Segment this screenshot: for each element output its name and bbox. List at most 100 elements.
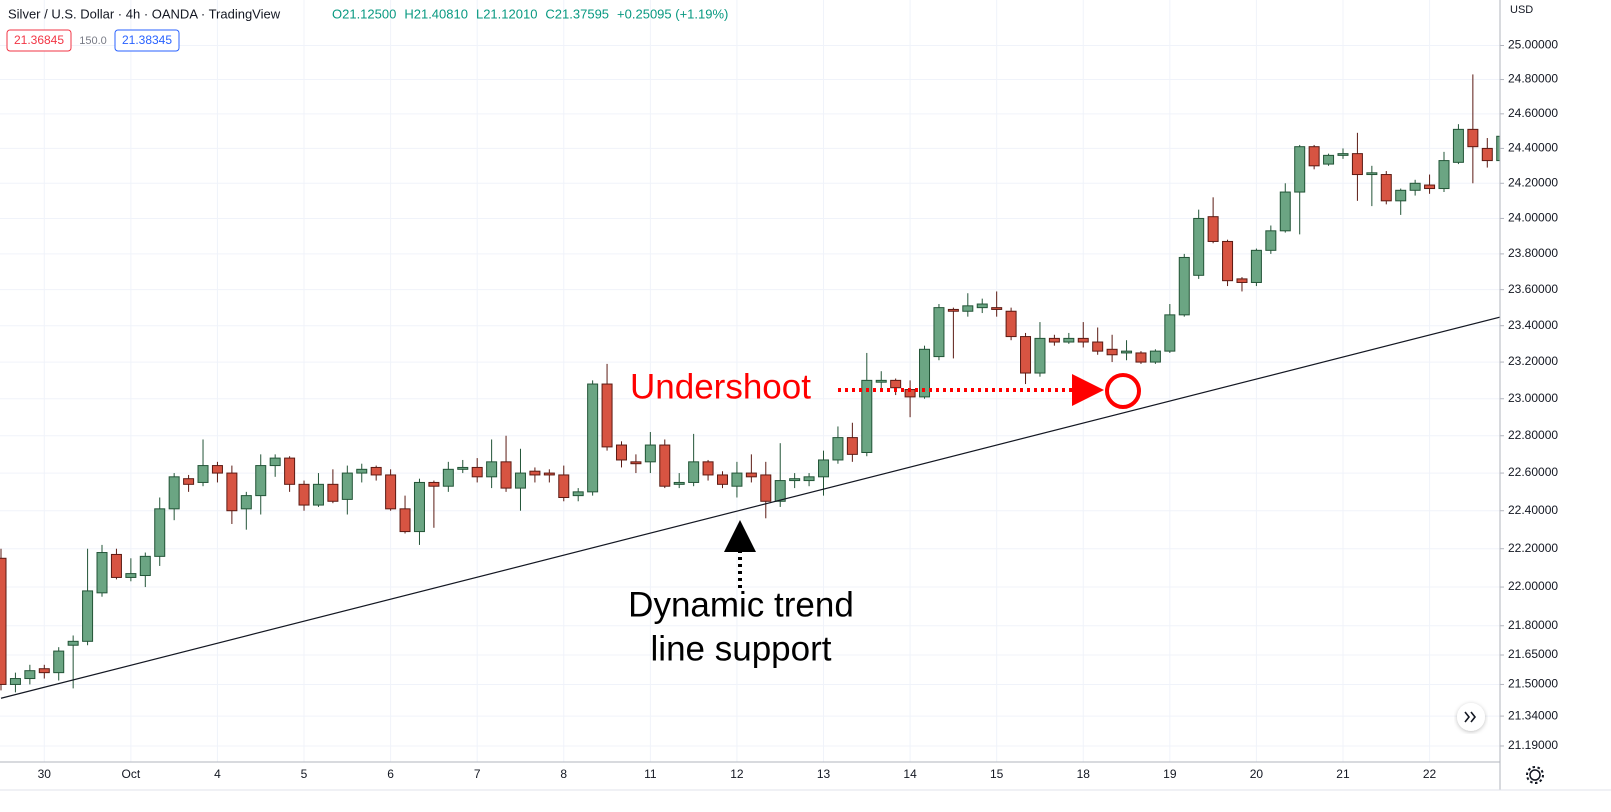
candle-body	[457, 466, 469, 470]
candle-body	[1366, 172, 1378, 176]
candle-body	[154, 508, 166, 557]
ohlc-values: O21.12500 H21.40810 L21.12010 C21.37595 +0.2…	[332, 6, 728, 21]
y-tick-label: 21.65000	[1508, 647, 1558, 661]
candle-body	[67, 640, 79, 646]
candle-body	[125, 573, 137, 578]
spread: 150.0	[79, 35, 107, 47]
x-tick-label: 14	[903, 767, 917, 781]
y-tick-label: 21.80000	[1508, 618, 1558, 632]
candle-body	[341, 472, 353, 500]
candle-body	[615, 444, 627, 461]
ask-box[interactable]	[114, 29, 180, 52]
annotation: Dynamic trend	[628, 585, 854, 624]
x-tick-label: 6	[387, 767, 394, 781]
y-tick-label: 23.80000	[1508, 246, 1558, 260]
candle-body	[1279, 191, 1291, 232]
settings-button[interactable]	[1526, 766, 1544, 784]
settings-icon	[1529, 769, 1541, 781]
candle-body	[572, 491, 584, 497]
candle-body	[110, 553, 122, 578]
y-tick-label: 23.40000	[1508, 318, 1558, 332]
y-tick-label: 22.60000	[1508, 465, 1558, 479]
candle-body	[1467, 128, 1479, 148]
ohlc-value: O21.12500	[332, 6, 396, 21]
candle-body	[688, 461, 700, 483]
x-tick-label: 18	[1077, 767, 1091, 781]
candle-body	[760, 474, 772, 502]
y-tick-label: 24.60000	[1508, 106, 1558, 120]
bid-box[interactable]	[6, 29, 72, 52]
candle-body	[543, 472, 555, 476]
candles	[0, 74, 1500, 693]
axes: 25.00000 24.80000 24.60000 24.40000 24.20000…	[38, 38, 1559, 781]
x-tick-label: 20	[1250, 767, 1264, 781]
candle-body	[587, 383, 599, 493]
y-tick-label: 21.34000	[1508, 708, 1558, 722]
candle-body	[529, 470, 541, 476]
scroll-icon	[1464, 711, 1477, 723]
candle-body	[673, 481, 685, 485]
candle-body	[861, 379, 873, 453]
candle-body	[1351, 153, 1363, 176]
candle-body	[630, 461, 642, 465]
candle-body	[818, 459, 830, 478]
candle-body	[269, 457, 281, 467]
candle-body	[933, 307, 945, 358]
candle-body	[919, 348, 931, 398]
x-tick-label: 30	[38, 767, 52, 781]
x-tick-label: 15	[990, 767, 1004, 781]
y-tick-label: 22.40000	[1508, 503, 1558, 517]
candle-body	[962, 305, 974, 312]
currency[interactable]: USD	[1510, 4, 1533, 16]
candle-body	[1063, 337, 1075, 343]
candle-body	[24, 670, 36, 680]
x-tick-label: 8	[560, 767, 567, 781]
candle-body	[53, 650, 65, 674]
candle-body	[96, 552, 108, 594]
candle-body	[197, 465, 209, 483]
candle-body	[1250, 249, 1262, 283]
y-tick-label: 23.60000	[1508, 282, 1558, 296]
y-tick-label: 24.00000	[1508, 211, 1558, 225]
candle-body	[1106, 348, 1118, 356]
candle-body	[139, 555, 151, 577]
x-tick-label: Oct	[122, 767, 141, 781]
y-tick-label: 22.20000	[1508, 541, 1558, 555]
candle-body	[1178, 256, 1190, 316]
candle-body	[702, 461, 714, 476]
candle-body	[226, 472, 238, 512]
x-tick-label: 4	[214, 767, 221, 781]
candle-body	[875, 379, 887, 383]
candle-body	[312, 483, 324, 506]
candle-body	[846, 437, 858, 455]
candle-body	[1193, 217, 1205, 276]
candle-body	[1020, 336, 1032, 374]
candle-body	[284, 457, 296, 485]
candle-body	[1424, 184, 1436, 190]
candle-body	[0, 557, 7, 685]
candle-body	[976, 303, 988, 309]
overlay	[0, 316, 1500, 699]
scroll-button[interactable]	[1457, 703, 1485, 731]
candle-body	[428, 481, 440, 487]
ohlc-value: L21.12010	[476, 6, 537, 21]
candle-body	[890, 379, 902, 389]
candle-body	[789, 478, 801, 482]
candle-body	[327, 483, 339, 502]
annotation: line support	[651, 629, 832, 668]
symbol-title: Silver / U.S. Dollar · 4h · OANDA · Trad…	[8, 6, 281, 21]
candle-body	[558, 474, 570, 499]
candle-body	[659, 444, 671, 487]
candle-body	[947, 308, 959, 312]
y-tick-label: 21.19000	[1508, 738, 1558, 752]
candle-body	[745, 472, 757, 478]
candle-body	[1265, 230, 1277, 251]
candle-body	[1222, 240, 1234, 282]
ohlc-value: H21.40810	[404, 6, 468, 21]
x-tick-label: 5	[301, 767, 308, 781]
y-tick-label: 24.80000	[1508, 72, 1558, 86]
candle-body	[717, 474, 728, 485]
y-tick-label: 22.00000	[1508, 579, 1558, 593]
candle-body	[1149, 350, 1161, 363]
